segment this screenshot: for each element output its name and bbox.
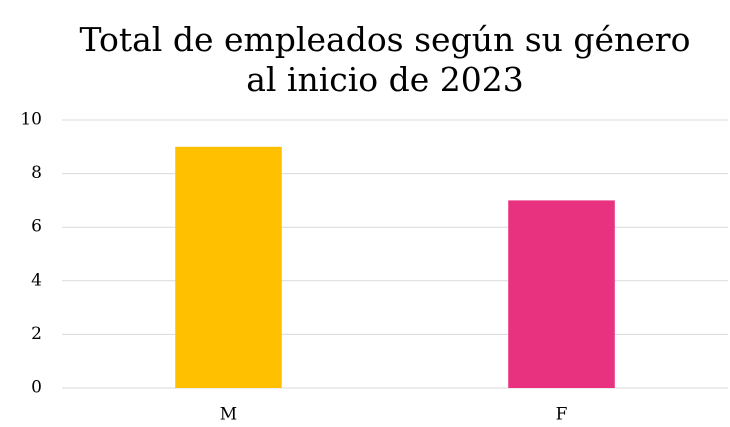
y-tick-label: 10 bbox=[20, 110, 42, 130]
y-tick-label: 8 bbox=[31, 163, 42, 183]
y-tick-label: 4 bbox=[31, 270, 42, 290]
y-tick-label: 6 bbox=[31, 217, 42, 237]
x-tick-label: F bbox=[556, 405, 568, 425]
bar bbox=[508, 200, 615, 388]
bar bbox=[175, 146, 282, 388]
chart-title: al inicio de 2023 bbox=[246, 60, 524, 99]
y-tick-label: 0 bbox=[31, 378, 42, 398]
y-tick-label: 2 bbox=[31, 324, 42, 344]
x-tick-label: M bbox=[220, 405, 237, 425]
chart-title: Total de empleados según su género bbox=[80, 20, 691, 59]
